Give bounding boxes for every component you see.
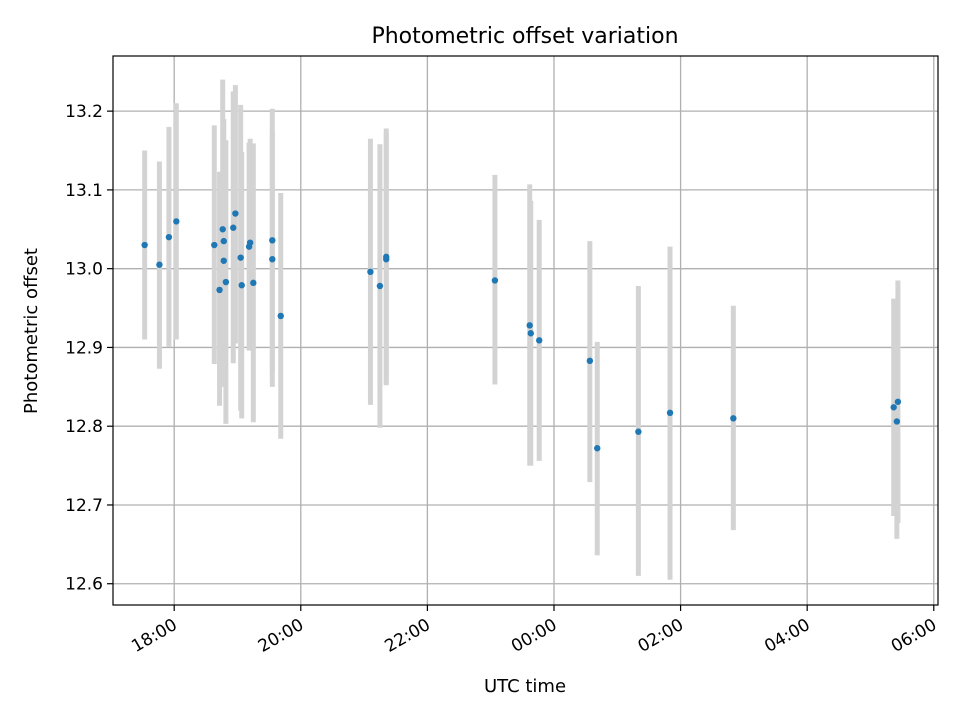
y-tick-label: 13.1 xyxy=(65,181,103,201)
data-point xyxy=(246,239,254,246)
data-point xyxy=(141,241,148,249)
data-point xyxy=(222,278,230,286)
y-axis-label: Photometric offset xyxy=(21,248,42,414)
data-point xyxy=(526,322,533,329)
data-point xyxy=(237,254,244,261)
x-axis-label: UTC time xyxy=(484,676,566,697)
data-point xyxy=(220,237,227,245)
data-point xyxy=(635,428,642,435)
data-point xyxy=(890,404,897,411)
plot-frame xyxy=(112,55,939,606)
data-point xyxy=(216,286,223,294)
data-point xyxy=(536,337,543,344)
data-point xyxy=(232,210,239,217)
y-tick-label: 13.2 xyxy=(65,102,103,122)
data-point xyxy=(491,277,499,284)
data-point xyxy=(219,226,226,233)
data-point xyxy=(269,237,276,244)
y-tick-label: 12.7 xyxy=(65,496,103,516)
y-tick-label: 13.0 xyxy=(65,260,103,280)
y-tick-label: 12.8 xyxy=(65,417,103,437)
data-point xyxy=(269,256,276,263)
data-point xyxy=(586,357,594,365)
data-point xyxy=(383,253,390,261)
data-point xyxy=(894,398,902,405)
data-point xyxy=(211,241,218,249)
data-point xyxy=(238,282,245,289)
y-tick-label: 12.9 xyxy=(65,338,103,358)
data-point xyxy=(250,279,257,287)
data-point xyxy=(376,282,384,290)
data-point xyxy=(277,312,284,320)
data-point xyxy=(367,268,374,276)
data-point xyxy=(173,218,180,225)
data-point xyxy=(666,409,674,417)
data-point xyxy=(165,233,173,241)
data-point xyxy=(594,445,601,452)
chart-title: Photometric offset variation xyxy=(371,24,678,49)
data-point xyxy=(893,418,901,425)
data-point xyxy=(230,224,237,231)
y-tick-label: 12.6 xyxy=(65,575,103,595)
data-point xyxy=(527,330,534,337)
data-point xyxy=(220,257,227,264)
y-axis: 12.6 12.7 12.8 12.9 13.0 13.1 13.2 xyxy=(65,102,113,595)
data-point xyxy=(730,415,737,422)
point-layer xyxy=(141,210,902,452)
data-point xyxy=(156,261,163,268)
